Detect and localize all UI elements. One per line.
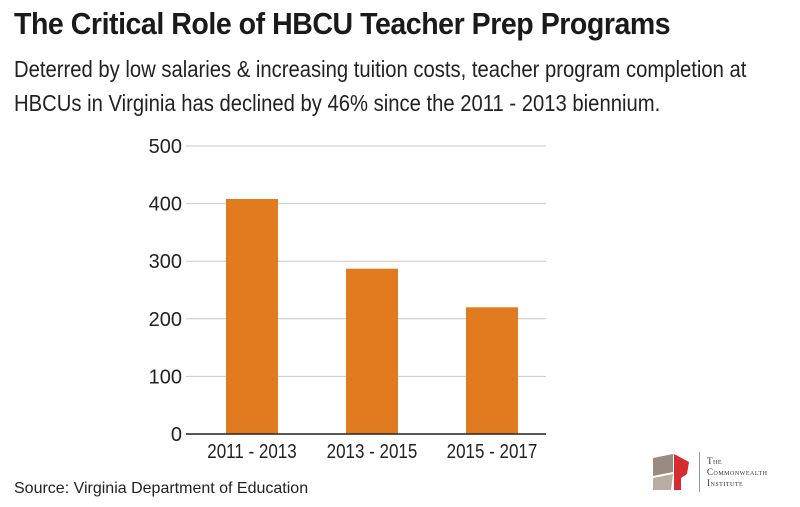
- y-axis-ticks: 0 100 200 300 400 500: [149, 136, 182, 446]
- x-tick-label: 2011 - 2013: [207, 440, 296, 463]
- y-tick-label: 200: [149, 309, 182, 331]
- logo-divider: [699, 452, 700, 492]
- y-tick-label: 500: [149, 136, 182, 158]
- chart-subtitle: Deterred by low salaries & increasing tu…: [14, 56, 747, 116]
- y-tick-label: 100: [149, 366, 182, 388]
- logo-wordmark: The Commonwealth Institute: [707, 456, 767, 489]
- source-note: Source: Virginia Department of Education: [14, 480, 309, 497]
- y-tick-label: 400: [149, 194, 182, 216]
- bars: [226, 198, 518, 434]
- bar: [346, 268, 398, 434]
- x-axis-labels: 2011 - 2013 2013 - 2015 2015 - 2017: [207, 440, 537, 463]
- logo-line-3: Institute: [707, 478, 744, 488]
- x-tick-label: 2015 - 2017: [447, 440, 538, 463]
- chart-title: The Critical Role of HBCU Teacher Prep P…: [14, 6, 671, 41]
- y-tick-label: 0: [171, 424, 182, 446]
- bar: [466, 307, 518, 434]
- logo-line-1: The: [707, 456, 722, 466]
- x-tick-label: 2013 - 2015: [327, 440, 418, 463]
- virginia-state-icon: [653, 454, 689, 490]
- bar: [226, 198, 278, 434]
- y-tick-label: 300: [149, 251, 182, 273]
- commonwealth-institute-logo: The Commonwealth Institute: [651, 450, 791, 494]
- logo-line-2: Commonwealth: [707, 467, 768, 477]
